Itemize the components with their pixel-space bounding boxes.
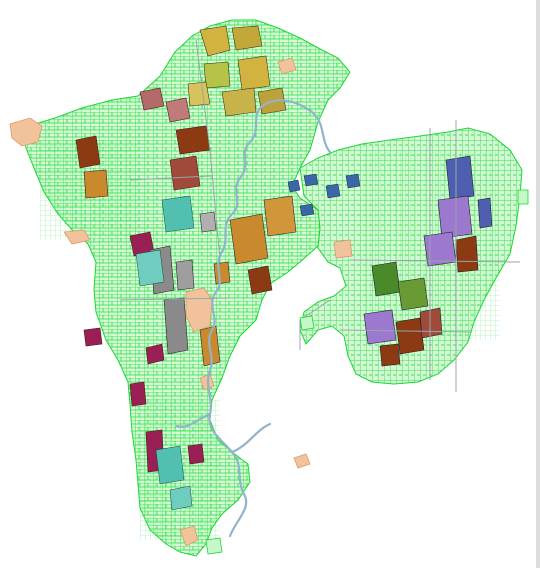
east-land-use-cluster [363,155,493,367]
right-edge-divider [536,0,540,568]
road-network [119,39,521,392]
steel-blue-parcels [287,173,361,217]
central-mixed-cluster [149,195,297,367]
west-residential-cluster [75,87,211,473]
parks-layer [9,57,353,547]
north-commercial-cluster [187,25,287,117]
river-network [174,99,332,538]
outlying-parcels [205,189,529,555]
teal-cluster [135,195,195,511]
